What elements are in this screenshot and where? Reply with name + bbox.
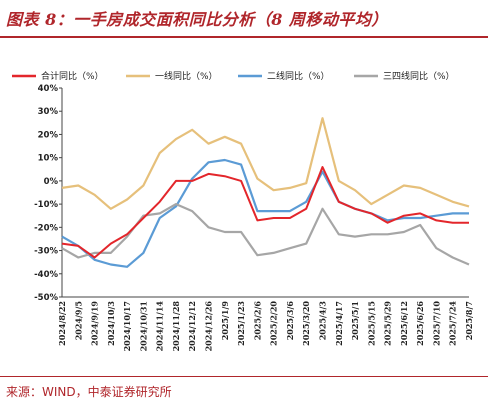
chart-axes: -50% -40% -30% -20% -10% 0% 10% 20% 30% 40% 2024/8… — [34, 84, 474, 351]
chart-series — [61, 117, 470, 268]
x-tick-label: 2024/10/3 — [106, 301, 116, 346]
x-tick-label: 2024/9/19 — [90, 301, 100, 346]
legend-label: 三四线同比（%） — [383, 70, 455, 82]
legend-label: 合计同比（%） — [41, 70, 104, 82]
x-tick-label: 2025/7/24 — [448, 301, 458, 346]
x-tick-label: 2025/5/1 — [350, 301, 360, 340]
x-tick-label: 2025/1/9 — [220, 301, 230, 341]
y-tick-label: 0% — [44, 177, 59, 187]
title-divider — [0, 36, 488, 38]
x-tick-label: 2024/10/31 — [138, 301, 148, 351]
y-tick-label: 40% — [38, 84, 59, 94]
source-note: 来源：WIND，中泰证券研究所 — [6, 385, 172, 399]
footer-divider — [0, 376, 488, 377]
y-tick-label: 20% — [38, 130, 59, 140]
x-tick-label: 2024/11/14 — [155, 301, 165, 352]
x-tick-label: 2025/8/7 — [464, 301, 474, 340]
x-tick-label: 2025/5/29 — [383, 301, 393, 346]
y-tick-label: 10% — [38, 154, 59, 164]
chart-title: 图表 8：一手房成交面积同比分析（8 周移动平均） — [6, 10, 388, 29]
legend-label: 一线同比（%） — [155, 70, 218, 82]
x-tick-label: 2025/3/6 — [285, 301, 295, 341]
y-tick-label: -20% — [34, 223, 58, 233]
chart-legend: 合计同比（%） 一线同比（%） 二线同比（%） 三四线同比（%） — [12, 70, 455, 82]
x-tick-label: 2025/2/20 — [269, 301, 279, 346]
x-tick-label: 2024/12/26 — [204, 301, 214, 352]
x-tick-label: 2025/3/20 — [301, 301, 311, 346]
y-tick-label: -40% — [34, 270, 58, 280]
x-tick-label: 2024/12/12 — [187, 301, 197, 351]
legend-label: 二线同比（%） — [267, 70, 330, 82]
series-line-1 — [61, 166, 469, 259]
y-tick-label: -50% — [34, 293, 58, 303]
series-line-4 — [61, 203, 470, 266]
x-tick-label: 2024/9/5 — [73, 301, 83, 340]
x-tick-label: 2025/4/3 — [317, 301, 327, 341]
x-tick-label: 2025/7/10 — [431, 301, 441, 346]
x-tick-label: 2024/11/28 — [171, 301, 181, 352]
series-line-2 — [61, 117, 470, 210]
x-tick-label: 2025/1/23 — [236, 301, 246, 346]
x-tick-label: 2025/5/15 — [366, 301, 376, 346]
x-tick-label: 2025/6/26 — [415, 301, 425, 346]
x-tick-label: 2025/2/6 — [252, 301, 262, 341]
y-tick-label: -30% — [34, 247, 58, 257]
y-tick-label: 30% — [38, 107, 59, 117]
x-tick-label: 2024/10/17 — [122, 301, 132, 351]
x-tick-label: 2025/6/12 — [399, 301, 409, 346]
x-tick-label: 2024/8/22 — [57, 301, 67, 346]
y-tick-label: -10% — [34, 200, 58, 210]
series-line-3 — [61, 158, 469, 268]
line-chart: -50% -40% -30% -20% -10% 0% 10% 20% 30% 40% 2024/8… — [12, 70, 474, 351]
x-tick-label: 2025/4/17 — [334, 301, 344, 346]
